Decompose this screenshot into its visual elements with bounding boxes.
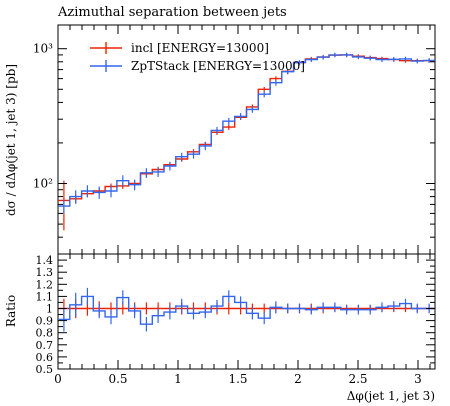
main-y-tick-label: 10³ <box>33 42 53 56</box>
ratio-y-tick-label: 1.3 <box>36 266 54 279</box>
main-series-1-line <box>58 54 435 207</box>
x-tick-label: 0.5 <box>108 372 127 386</box>
legend-entry: incl [ENERGY=13000] <box>90 41 269 55</box>
ratio-y-axis: 0.50.60.70.80.911.11.21.31.4 <box>36 254 435 376</box>
main-y-axis-label: dσ / dΔφ(jet 1, jet 3) [pb] <box>4 64 18 216</box>
ratio-y-tick-label: 0.7 <box>36 339 54 352</box>
legend: incl [ENERGY=13000] ZpTStack [ENERGY=1300… <box>90 41 305 73</box>
main-series-0-line <box>58 54 435 202</box>
ratio-marks <box>58 287 435 332</box>
main-series-0 <box>58 53 435 231</box>
ratio-panel-frame <box>57 253 436 370</box>
x-tick-label: 3 <box>414 372 422 386</box>
ratio-y-tick-label: 0.8 <box>36 327 54 340</box>
ratio-series-1 <box>58 287 435 332</box>
ratio-y-tick-label: 0.6 <box>36 351 54 364</box>
legend-label: ZpTStack [ENERGY=13000] <box>131 59 305 73</box>
x-tick-label: 2.5 <box>348 372 367 386</box>
ratio-y-tick-label: 1.1 <box>36 290 54 303</box>
ratio-y-tick-label: 1.4 <box>36 254 54 267</box>
legend-entry: ZpTStack [ENERGY=13000] <box>90 59 305 73</box>
x-tick-label: 1.5 <box>228 372 247 386</box>
x-tick-label: 0 <box>54 372 62 386</box>
main-x-axis <box>57 25 431 254</box>
x-axis-label: Δφ(jet 1, jet 3) <box>347 389 435 403</box>
ratio-y-tick-label: 1.2 <box>36 278 54 291</box>
main-y-tick-label: 10² <box>33 177 53 191</box>
ratio-y-tick-label: 0.5 <box>36 363 54 376</box>
ratio-y-tick-label: 1 <box>46 303 53 316</box>
main-panel: 10² 10³ incl [ENERGY=13000] ZpTStack [ENER… <box>33 24 436 255</box>
ratio-panel: 0.50.60.70.80.911.11.21.31.4 0 0.5 1 1.5 2 2.… <box>36 253 436 386</box>
ratio-x-axis: 0 0.5 1 1.5 2 2.5 3 <box>54 254 431 386</box>
x-tick-label: 1 <box>174 372 182 386</box>
x-tick-label: 2 <box>294 372 302 386</box>
ratio-y-axis-label: Ratio <box>4 295 18 327</box>
ratio-series-1-line <box>58 295 435 325</box>
main-y-axis: 10² 10³ <box>33 42 435 255</box>
main-marks <box>58 52 435 231</box>
chart-title: Azimuthal separation between jets <box>57 5 287 20</box>
legend-label: incl [ENERGY=13000] <box>131 41 269 55</box>
ratio-y-tick-label: 0.9 <box>36 315 54 328</box>
main-series-1 <box>58 52 435 214</box>
